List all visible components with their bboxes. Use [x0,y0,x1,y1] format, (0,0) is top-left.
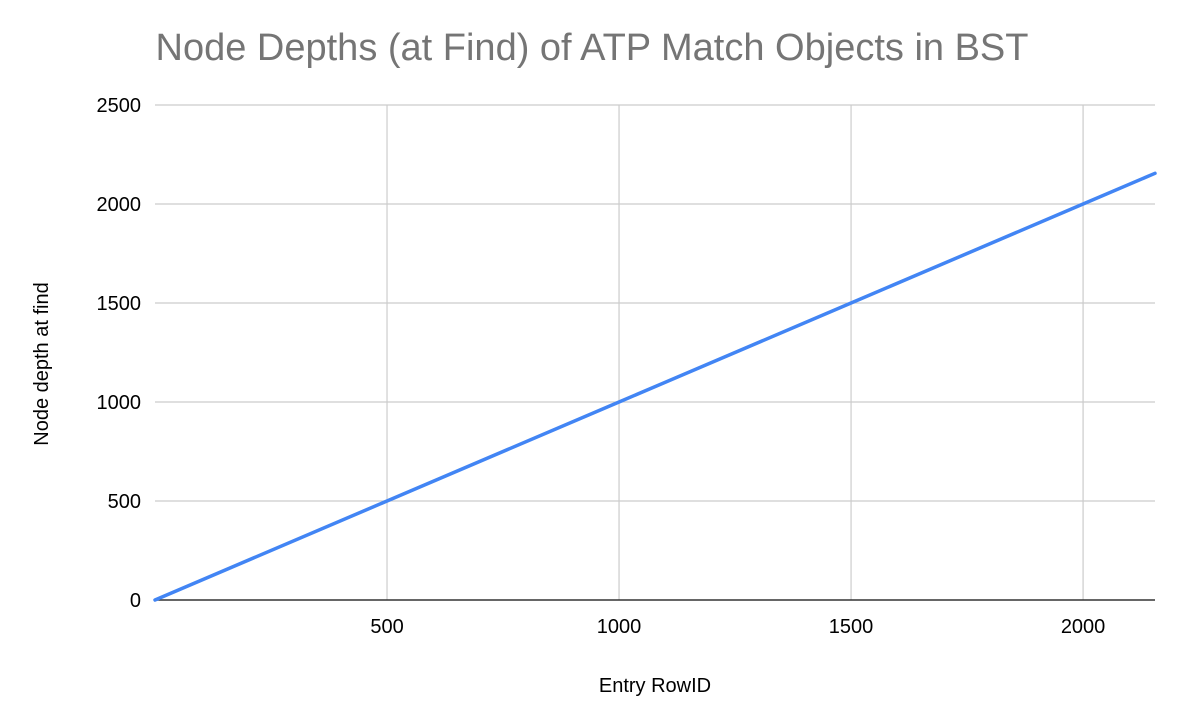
y-tick-label: 1000 [97,392,142,414]
y-tick-label: 0 [130,590,141,612]
x-tick-label: 2000 [1061,616,1106,638]
gridlines [155,104,1155,601]
x-tick-label: 1000 [597,616,642,638]
y-tick-label: 2500 [97,95,142,117]
x-axis-label: Entry RowID [599,675,711,697]
tick-labels: 0 500 1000 1500 2000 2500 500 1000 1500 2000 [97,95,1106,638]
series-line [153,171,1157,602]
series-lines [153,171,1157,602]
y-axis-label: Node depth at find [31,282,53,445]
chart-title: Node Depths (at Find) of ATP Match Objec… [156,27,1029,69]
y-tick-label: 1500 [97,293,142,315]
x-tick-label: 500 [370,616,403,638]
y-tick-label: 2000 [97,194,142,216]
x-tick-label: 1500 [829,616,874,638]
y-tick-label: 500 [108,491,141,513]
